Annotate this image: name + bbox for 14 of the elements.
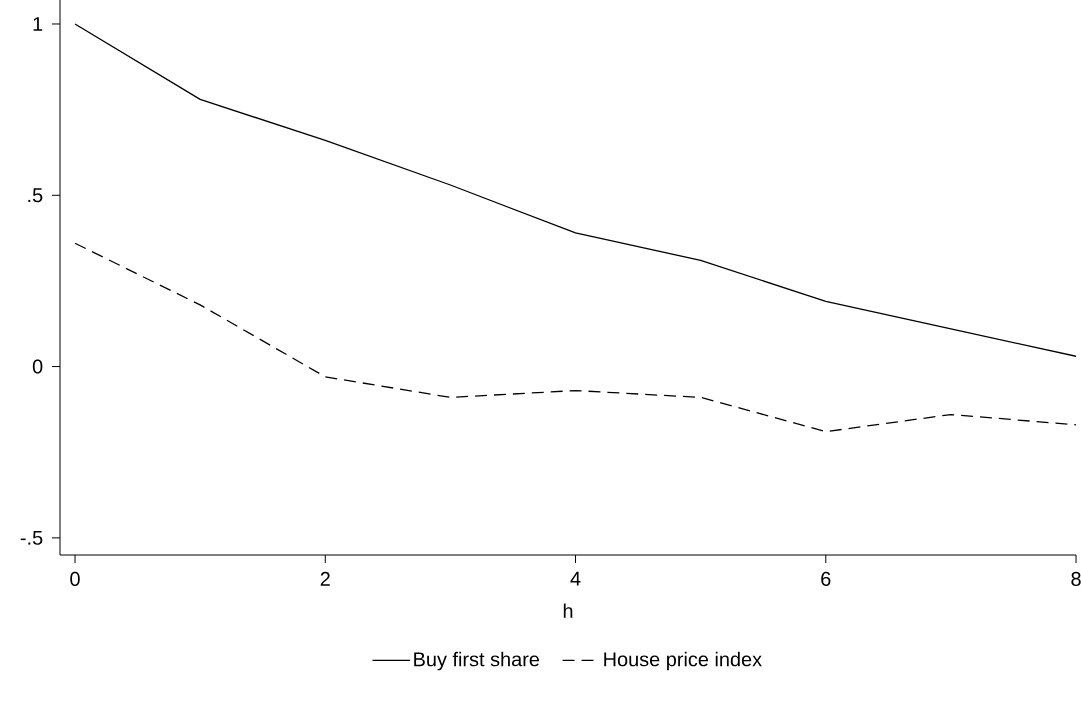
- line-series: [74, 23, 1077, 357]
- y-tick-label: -.5: [20, 530, 43, 545]
- x-tick-label: 4: [570, 571, 581, 586]
- x-axis-title: h: [563, 603, 573, 618]
- line-series: [74, 242, 1077, 433]
- y-tick-label: 1: [33, 17, 43, 31]
- x-tick-label: 8: [1071, 571, 1081, 586]
- x-tick-label: 0: [70, 571, 80, 586]
- legend-label: House price index: [604, 651, 762, 671]
- x-tick-label: 2: [320, 571, 330, 586]
- legend-label: Buy first share: [414, 651, 540, 671]
- y-tick-label: .5: [28, 188, 43, 203]
- x-tick-label: 6: [821, 571, 831, 586]
- y-tick-label: 0: [32, 359, 43, 374]
